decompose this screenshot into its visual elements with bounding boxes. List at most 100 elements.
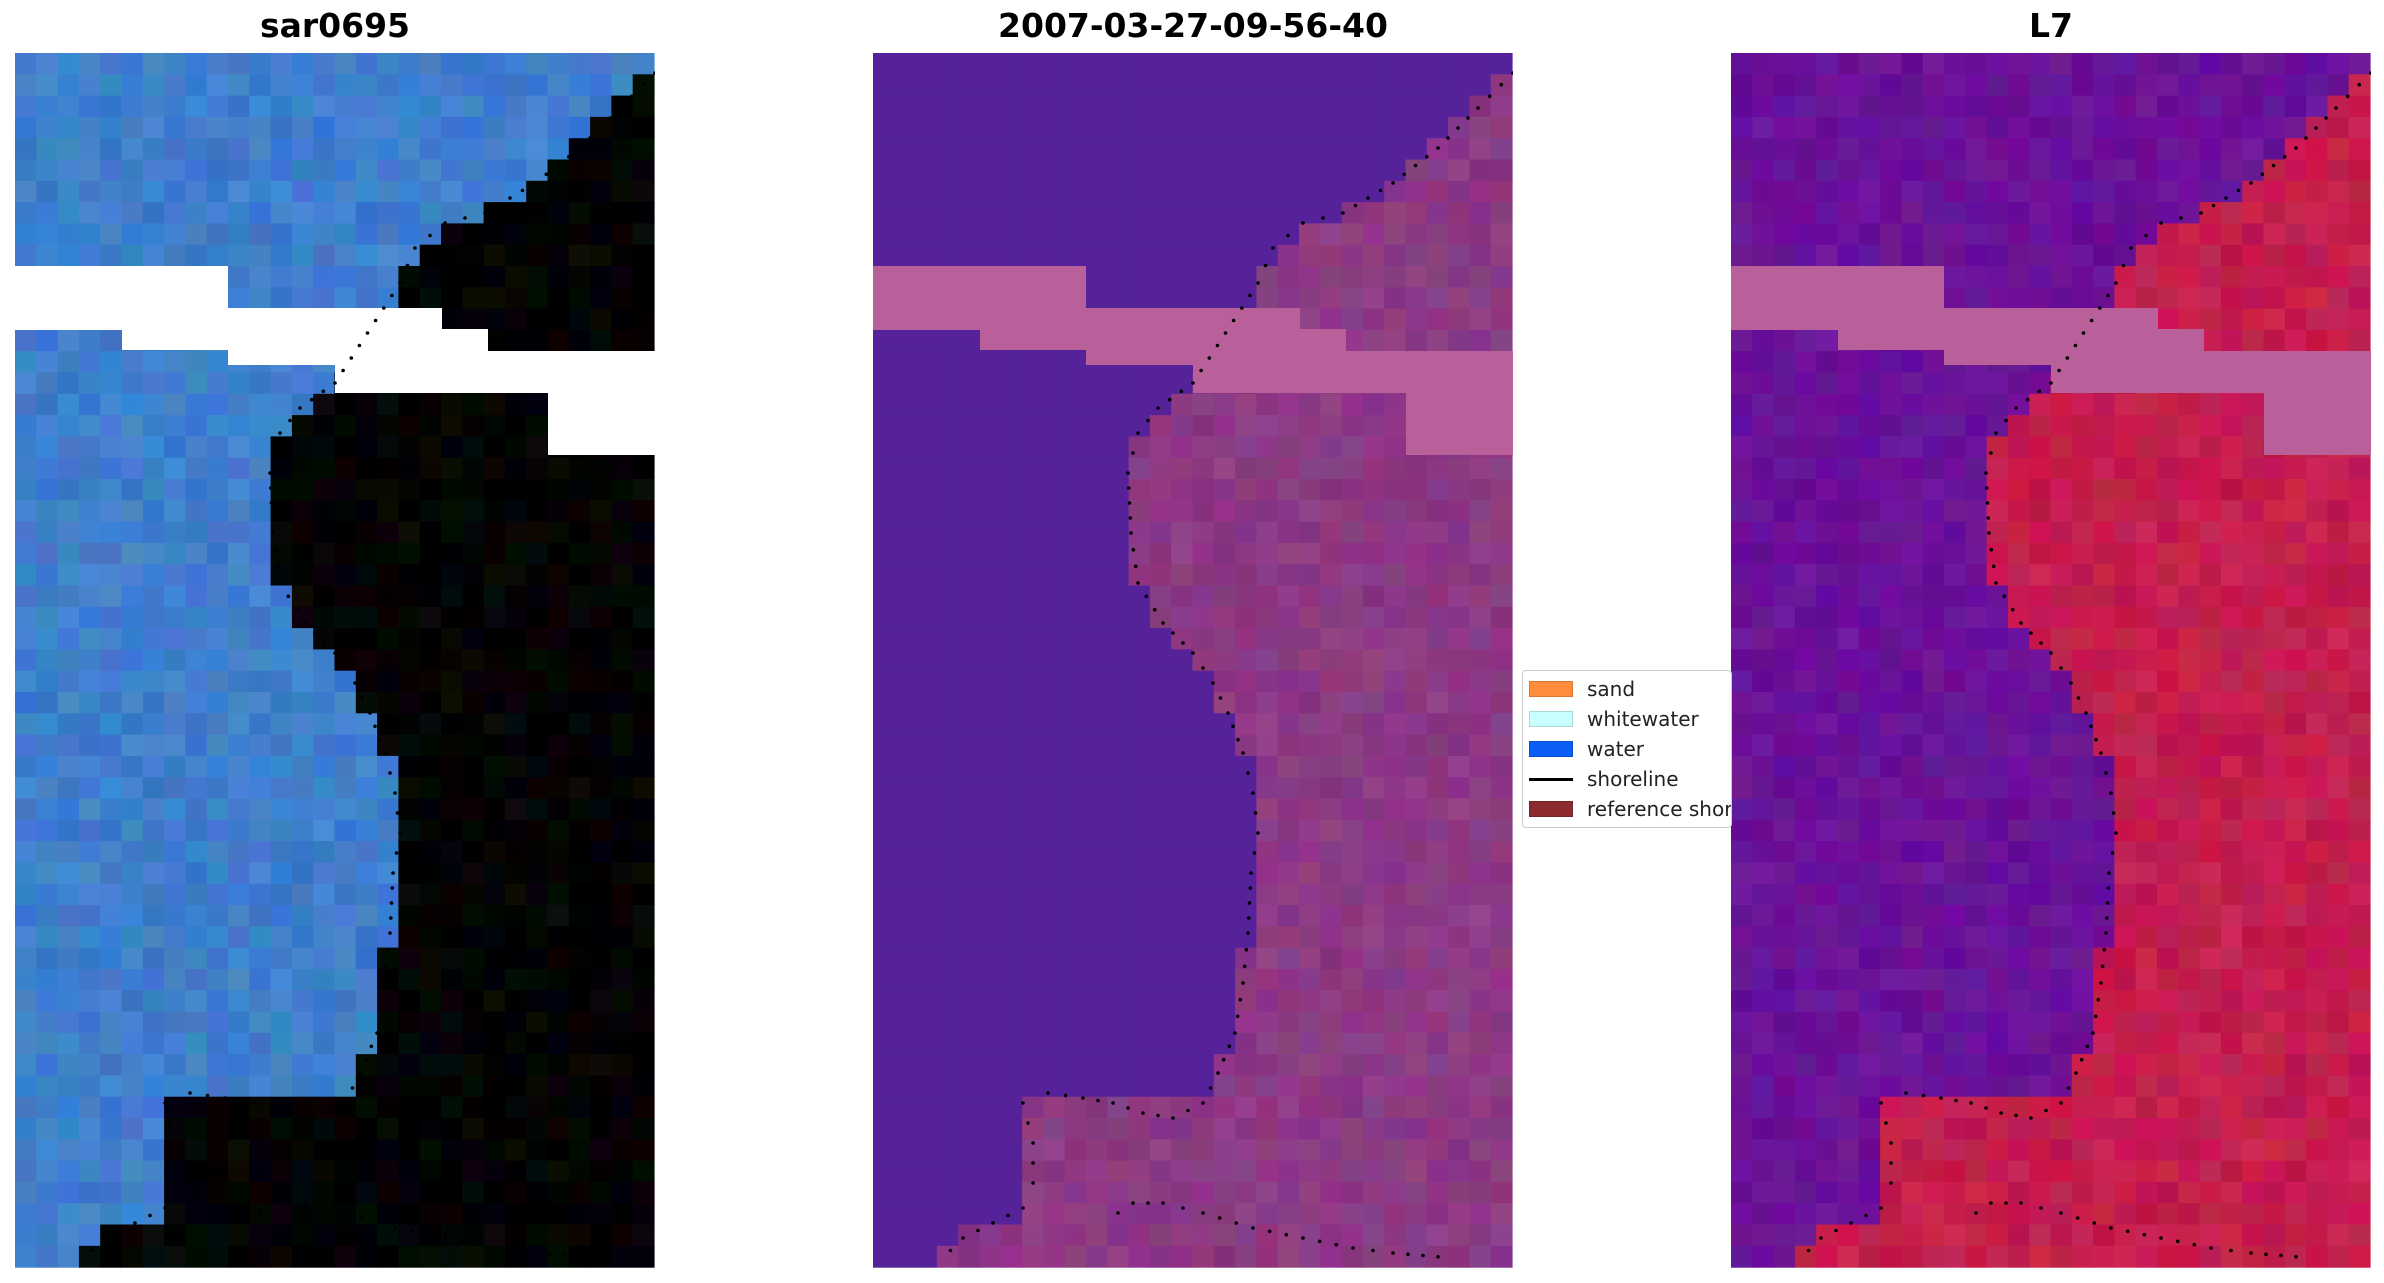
pixel-cell	[1128, 1032, 1151, 1055]
pixel-cell	[504, 692, 527, 714]
shoreline-dot	[1127, 486, 1131, 490]
pixel-cell	[1320, 1054, 1343, 1076]
pixel-cell	[632, 628, 655, 650]
pixel-cell	[2093, 202, 2115, 224]
pixel-cell	[121, 74, 144, 97]
pixel-cell	[142, 1011, 165, 1034]
pixel-cell	[1901, 606, 1924, 629]
pixel-cell	[632, 1224, 655, 1247]
pixel-cell	[1149, 479, 1172, 501]
pixel-cell	[100, 1224, 123, 1247]
pixel-cell	[1128, 457, 1151, 480]
pixel-cell	[936, 734, 959, 757]
pixel-cell	[2050, 713, 2073, 736]
pixel-cell	[915, 1203, 938, 1226]
pixel-cell	[1171, 947, 1194, 970]
pixel-cell	[568, 74, 591, 97]
pixel-cell	[1235, 180, 1257, 203]
pixel-cell	[1320, 649, 1343, 672]
pixel-cell	[1149, 457, 1172, 480]
pixel-cell	[915, 1224, 938, 1247]
pixel-cell	[462, 393, 485, 416]
pixel-cell	[1944, 479, 1966, 501]
pixel-cell	[1149, 436, 1172, 459]
pixel-cell	[142, 415, 165, 437]
pixel-cell	[57, 1160, 80, 1183]
pixel-cell	[1901, 968, 1924, 991]
pixel-cell	[1986, 713, 2009, 736]
pixel-cell	[78, 649, 101, 672]
pixel-cell	[936, 74, 959, 97]
pixel-cell	[873, 436, 895, 459]
pixel-cell	[1362, 393, 1385, 416]
pixel-cell	[958, 542, 981, 565]
pixel-cell	[1965, 968, 1988, 991]
pixel-cell	[419, 1139, 442, 1162]
pixel-cell	[1022, 713, 1044, 736]
pixel-cell	[979, 883, 1002, 906]
pixel-cell	[1235, 862, 1257, 885]
shoreline-dot	[544, 172, 549, 177]
pixel-cell	[2157, 393, 2179, 416]
pixel-cell	[377, 95, 399, 118]
pixel-cell	[1731, 883, 1753, 906]
pixel-cell	[894, 479, 917, 501]
pixel-cell	[78, 1011, 101, 1034]
pixel-cell	[185, 990, 208, 1013]
pixel-cell	[36, 1139, 59, 1162]
pixel-cell	[1731, 223, 1753, 246]
pixel-cell	[590, 1245, 612, 1268]
pixel-cell	[1192, 819, 1215, 842]
pixel-cell	[1752, 819, 1775, 842]
pixel-cell	[206, 1224, 229, 1247]
pixel-cell	[590, 479, 612, 501]
pixel-cell	[398, 116, 421, 139]
pixel-cell	[1986, 542, 2009, 565]
pixel-cell	[547, 755, 570, 778]
pixel-cell	[1149, 713, 1172, 736]
pixel-cell	[873, 329, 895, 352]
pixel-cell	[547, 500, 570, 523]
pixel-cell	[1858, 457, 1881, 480]
pixel-cell	[1213, 734, 1236, 757]
pixel-cell	[355, 138, 378, 161]
pixel-cell	[121, 1224, 144, 1247]
pixel-cell	[1794, 521, 1817, 544]
shoreline-dot	[520, 188, 525, 193]
pixel-cell	[2263, 329, 2286, 352]
pixel-cell	[1043, 585, 1066, 608]
pixel-cell	[355, 223, 378, 246]
pixel-cell	[1128, 649, 1151, 672]
pixel-cell	[462, 521, 485, 544]
pixel-cell	[1448, 138, 1470, 161]
pixel-cell	[228, 649, 250, 672]
pixel-cell	[1256, 585, 1279, 608]
pixel-cell	[462, 606, 485, 629]
pixel-cell	[1469, 841, 1492, 863]
pixel-cell	[526, 947, 549, 970]
pixel-cell	[1171, 95, 1194, 118]
pixel-cell	[1405, 798, 1428, 821]
pixel-cell	[2242, 138, 2265, 161]
pixel-cell	[2093, 180, 2115, 203]
pixel-cell	[100, 862, 123, 885]
pixel-cell	[100, 138, 123, 161]
pixel-cell	[441, 1075, 463, 1098]
pixel-cell	[1299, 905, 1321, 927]
pixel-cell	[611, 521, 634, 544]
pixel-cell	[206, 990, 229, 1013]
pixel-cell	[1086, 202, 1108, 224]
pixel-cell	[1837, 585, 1860, 608]
pixel-cell	[78, 1139, 101, 1162]
pixel-cell	[915, 393, 938, 416]
pixel-cell	[2327, 755, 2350, 778]
pixel-cell	[36, 457, 59, 480]
pixel-cell	[185, 1224, 208, 1247]
shoreline-dot	[1271, 246, 1275, 250]
pixel-cell	[1171, 372, 1194, 395]
pixel-cell	[206, 1075, 229, 1098]
pixel-cell	[1171, 692, 1194, 714]
pixel-cell	[1107, 755, 1130, 778]
pixel-cell	[15, 180, 37, 203]
pixel-cell	[1944, 585, 1966, 608]
